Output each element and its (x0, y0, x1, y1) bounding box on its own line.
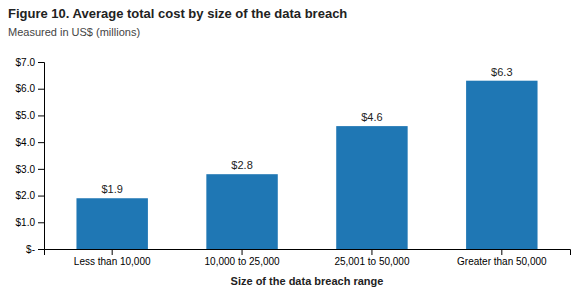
data-label: $6.3 (491, 66, 512, 78)
x-tick-mark (501, 249, 502, 255)
y-tick-mark (38, 115, 44, 116)
y-tick: $3.0 (16, 164, 44, 175)
y-tick: $7.0 (16, 57, 44, 68)
y-tick-mark (38, 62, 44, 63)
x-tick-label: Greater than 50,000 (457, 256, 547, 267)
title: Figure 10. Average total cost by size of… (8, 6, 347, 21)
bars (76, 81, 537, 249)
x-tick-label: 25,001 to 50,000 (334, 256, 410, 267)
x-tick: 25,001 to 50,000 (334, 249, 410, 267)
x-tick: Greater than 50,000 (457, 249, 547, 267)
subtitle: Measured in US$ (millions) (8, 26, 140, 38)
plot: $- $1.0 $2.0 $3.0 $4.0 $5.0 $6.0 $7.0 Less than … (16, 57, 571, 267)
bar (466, 81, 537, 249)
y-tick: $4.0 (16, 137, 44, 148)
x-tick: 10,000 to 25,000 (205, 249, 281, 267)
y-tick: $5.0 (16, 110, 44, 121)
y-tick-mark (38, 222, 44, 223)
y-tick-label: $3.0 (16, 164, 36, 175)
data-label: $2.8 (231, 159, 252, 171)
x-tick-mark (371, 249, 372, 255)
y-tick-label: $1.0 (16, 217, 36, 228)
x-tick-label: 10,000 to 25,000 (205, 256, 281, 267)
y-tick-mark (38, 249, 44, 250)
y-tick-label: $2.0 (16, 190, 36, 201)
y-tick-label: $- (26, 244, 35, 255)
y-tick-label: $4.0 (16, 137, 36, 148)
data-labels: $1.9 $2.8 $4.6 $6.3 (101, 66, 512, 196)
x-axis-title: Size of the data breach range (231, 275, 384, 287)
y-axis: $- $1.0 $2.0 $3.0 $4.0 $5.0 $6.0 $7.0 (16, 57, 45, 255)
x-axis: Less than 10,000 10,000 to 25,000 25,001 t… (45, 249, 571, 267)
x-tick-label: Less than 10,000 (74, 256, 151, 267)
y-tick-mark (38, 169, 44, 170)
x-tick-mark (242, 249, 243, 255)
axis-line (38, 63, 45, 250)
bar (336, 126, 407, 249)
bar (76, 198, 147, 249)
y-tick: $- (26, 244, 44, 255)
chart: Figure 10. Average total cost by size of… (0, 0, 584, 293)
y-tick-label: $6.0 (16, 83, 36, 94)
data-label: $1.9 (101, 183, 122, 195)
x-tick: Less than 10,000 (74, 249, 151, 267)
y-tick-label: $7.0 (16, 57, 36, 68)
axis-line (45, 250, 571, 256)
x-tick-mark (112, 249, 113, 255)
y-tick-mark (38, 196, 44, 197)
y-tick: $6.0 (16, 83, 44, 94)
y-tick-mark (38, 89, 44, 90)
bar (206, 174, 277, 249)
y-tick: $1.0 (16, 217, 44, 228)
y-tick-mark (38, 142, 44, 143)
data-label: $4.6 (361, 111, 382, 123)
y-tick: $2.0 (16, 190, 44, 201)
y-tick-label: $5.0 (16, 110, 36, 121)
